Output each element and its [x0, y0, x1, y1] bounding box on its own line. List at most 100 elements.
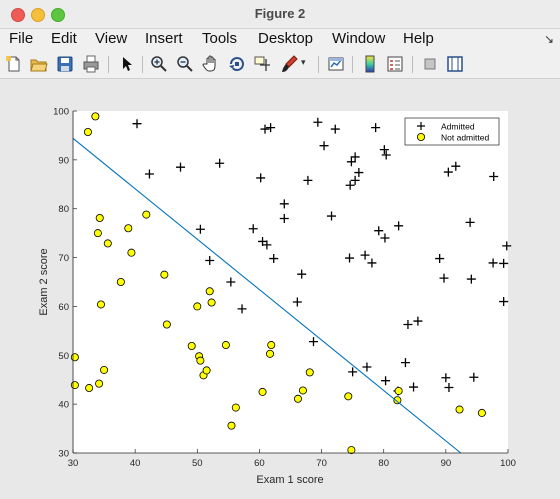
admitted-point: [237, 304, 247, 314]
admitted-point: [205, 256, 215, 266]
admitted-point: [226, 277, 236, 287]
admitted-point: [279, 213, 289, 223]
zoom-window-button[interactable]: [51, 8, 65, 22]
not-admitted-point: [160, 270, 169, 279]
legend-admitted-label: Admitted: [441, 122, 475, 132]
not-admitted-point: [193, 302, 202, 311]
not-admitted-point: [116, 277, 125, 286]
menu-window[interactable]: Window: [332, 30, 386, 47]
print-icon[interactable]: [82, 55, 100, 73]
not-admitted-point: [142, 210, 151, 219]
menu-file[interactable]: File: [9, 30, 34, 47]
axis-ticks: 30 40 50 60 70 80 90 100 30 40 50 60 70 80 90 100: [53, 107, 516, 470]
admitted-point: [465, 217, 475, 227]
admitted-point: [499, 297, 509, 307]
pan-icon[interactable]: [202, 55, 220, 73]
menu-view[interactable]: View: [95, 30, 128, 47]
not-admitted-point: [96, 300, 105, 309]
data-cursor-icon[interactable]: [254, 55, 272, 73]
not-admitted-point: [258, 387, 267, 396]
not-admitted-point: [394, 386, 403, 395]
admitted-point: [502, 241, 512, 251]
not-admitted-point: [95, 213, 104, 222]
admitted-point: [345, 180, 355, 190]
not-admitted-point: [231, 403, 240, 412]
menu-help[interactable]: Help: [403, 30, 434, 47]
not-admitted-point: [477, 408, 486, 417]
admitted-point: [409, 382, 419, 392]
admitted-point: [371, 123, 381, 133]
legend-not-admitted-label: Not admitted: [441, 133, 489, 143]
admitted-point: [262, 240, 272, 250]
zoom-in-icon[interactable]: [150, 55, 168, 73]
zoom-out-icon[interactable]: [176, 55, 194, 73]
legend-icon[interactable]: [386, 55, 404, 73]
colorbar-icon[interactable]: [361, 55, 379, 73]
not-admitted-point: [83, 128, 92, 137]
not-admitted-point: [85, 384, 94, 393]
menu-insert[interactable]: Insert: [145, 30, 183, 47]
y-tick-label: 30: [58, 449, 69, 460]
admitted-point: [466, 274, 476, 284]
decision-boundary: [72, 137, 462, 454]
not-admitted-point: [162, 320, 171, 329]
not-admitted-point: [293, 394, 302, 403]
admitted-point: [381, 150, 391, 160]
not-admitted-point: [267, 341, 276, 350]
decision-boundary-line: [72, 137, 462, 454]
admitted-point: [444, 383, 454, 393]
admitted-point: [394, 221, 404, 231]
y-tick-label: 40: [58, 400, 69, 411]
open-icon[interactable]: [30, 55, 48, 73]
x-tick-label: 70: [316, 458, 327, 469]
minimize-window-button[interactable]: [31, 8, 45, 22]
y-tick-label: 90: [58, 155, 69, 166]
admitted-point: [443, 167, 453, 177]
y-tick-label: 60: [58, 302, 69, 313]
menu-desktop[interactable]: Desktop: [258, 30, 314, 47]
not-admitted-point: [187, 342, 196, 351]
toolbar-separator: [108, 56, 109, 73]
admitted-point: [451, 161, 461, 171]
menu-overflow-icon[interactable]: ↘: [543, 32, 554, 46]
y-tick-label: 100: [53, 107, 69, 118]
toolbar-separator: [318, 56, 319, 73]
new-figure-icon[interactable]: [5, 55, 23, 73]
save-icon[interactable]: [56, 55, 74, 73]
link-plot-icon[interactable]: [327, 55, 345, 73]
rotate-3d-icon[interactable]: [228, 55, 246, 73]
y-tick-label: 80: [58, 204, 69, 215]
close-window-button[interactable]: [11, 8, 25, 22]
not-admitted-point: [202, 366, 211, 375]
not-admitted-point: [265, 349, 274, 358]
legend-not-admitted-marker: [416, 132, 425, 141]
legend[interactable]: Admitted Not admitted: [404, 117, 500, 146]
hide-plot-tools-icon[interactable]: [421, 55, 439, 73]
brush-icon[interactable]: [280, 55, 298, 73]
y-axis-label: Exam 2 score: [38, 248, 50, 315]
not-admitted-point: [298, 386, 307, 395]
admitted-point: [354, 168, 364, 178]
not-admitted-point: [70, 381, 79, 390]
not-admitted-point: [347, 446, 356, 455]
toolbar-separator: [352, 56, 353, 73]
admitted-point: [313, 117, 323, 127]
not-admitted-point: [103, 239, 112, 248]
pointer-icon[interactable]: [118, 55, 136, 73]
menu-edit[interactable]: Edit: [51, 30, 77, 47]
x-tick-label: 80: [378, 458, 389, 469]
not-admitted-point: [344, 392, 353, 401]
not-admitted-point: [455, 405, 464, 414]
admitted-point: [215, 158, 225, 168]
admitted-point: [303, 175, 313, 185]
toolbar-separator: [412, 56, 413, 73]
legend-admitted-marker: [417, 122, 425, 130]
plot-area[interactable]: [73, 111, 508, 453]
menu-tools[interactable]: Tools: [202, 30, 238, 47]
admitted-point: [132, 119, 142, 129]
dropdown-arrow-icon[interactable]: ▾: [301, 57, 306, 67]
admitted-point: [362, 362, 372, 372]
show-plot-tools-icon[interactable]: [446, 55, 464, 73]
admitted-point: [330, 124, 340, 134]
admitted-point: [367, 258, 377, 268]
